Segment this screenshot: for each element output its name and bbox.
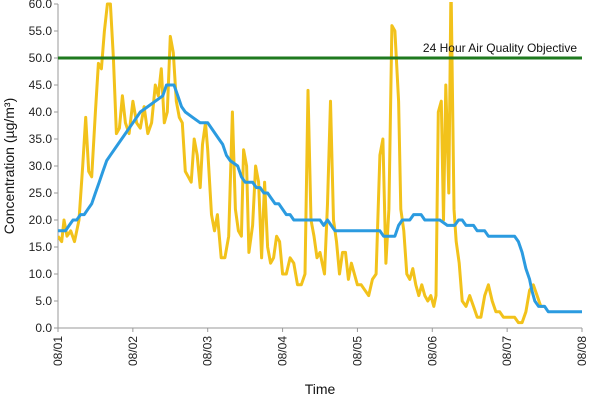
x-tick-label: 08/02 — [126, 336, 140, 366]
x-tick-label: 08/01 — [51, 336, 65, 366]
x-tick-label: 08/05 — [350, 336, 364, 366]
y-tick-label: 45.0 — [29, 78, 53, 92]
y-tick-label: 25.0 — [29, 186, 53, 200]
y-tick-label: 40.0 — [29, 105, 53, 119]
x-tick-label: 08/06 — [425, 336, 439, 366]
series-layer — [58, 2, 582, 325]
y-tick-label: 0.0 — [35, 321, 52, 335]
plot-area: 0.0 5.0 10.0 15.0 20.0 25.0 30.0 35.0 40.0 45.0 50… — [29, 0, 589, 366]
x-axis-title: Time — [305, 381, 336, 397]
x-tick-label: 08/04 — [276, 336, 290, 366]
y-tick-label: 55.0 — [29, 24, 53, 38]
series-line-yellow — [58, 2, 545, 325]
y-tick-label: 60.0 — [29, 0, 53, 11]
y-tick-label: 10.0 — [29, 267, 53, 281]
y-tick-label: 15.0 — [29, 240, 53, 254]
y-tick-label: 35.0 — [29, 132, 53, 146]
y-tick-label: 50.0 — [29, 51, 53, 65]
x-tick-label: 08/08 — [575, 336, 589, 366]
x-ticks: 08/01 08/02 08/03 08/04 08/05 08/06 08/07 08/08 — [51, 328, 589, 366]
y-tick-label: 30.0 — [29, 159, 53, 173]
y-ticks: 0.0 5.0 10.0 15.0 20.0 25.0 30.0 35.0 40.0 45.0 50… — [29, 0, 58, 335]
objective-label: 24 Hour Air Quality Objective — [423, 41, 577, 55]
x-tick-label: 08/03 — [201, 336, 215, 366]
y-tick-label: 5.0 — [35, 294, 52, 308]
y-axis-title: Concentration (µg/m³) — [1, 98, 17, 234]
series-line-blue — [58, 83, 582, 314]
y-tick-label: 20.0 — [29, 213, 53, 227]
x-tick-label: 08/07 — [500, 336, 514, 366]
